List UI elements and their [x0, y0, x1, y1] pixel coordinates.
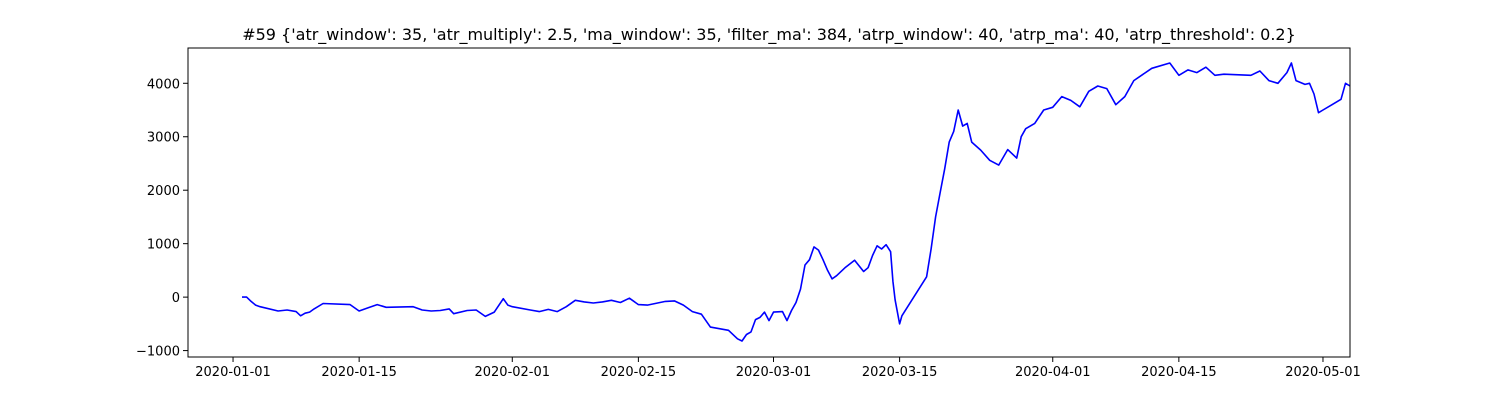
x-tick-label: 2020-02-15	[601, 365, 677, 380]
x-tick-label: 2020-01-15	[321, 365, 397, 380]
series-layer	[242, 62, 1351, 342]
plot-frame	[187, 47, 1351, 358]
x-tick-label: 2020-05-01	[1285, 365, 1361, 380]
y-axis: −1000 0 1000 2000 3000 4000	[136, 77, 188, 360]
y-tick-label: 1000	[147, 238, 180, 253]
x-tick-label: 2020-04-15	[1141, 365, 1217, 380]
y-tick-label: 0	[172, 291, 180, 306]
y-tick-label: 4000	[147, 77, 180, 92]
x-axis: 2020-01-01 2020-01-15 2020-02-01 2020-02-15…	[195, 357, 1361, 380]
x-tick-label: 2020-03-01	[736, 365, 812, 380]
y-tick-label: 2000	[147, 184, 180, 199]
chart-title: #59 {'atr_window': 35, 'atr_multiply': 2…	[242, 25, 1296, 45]
x-tick-label: 2020-03-15	[862, 365, 938, 380]
y-tick-label: 3000	[147, 131, 180, 146]
series-line	[242, 62, 1351, 342]
y-tick-label: −1000	[136, 345, 180, 360]
x-tick-label: 2020-04-01	[1015, 365, 1091, 380]
x-tick-label: 2020-01-01	[195, 365, 271, 380]
x-tick-label: 2020-02-01	[474, 365, 550, 380]
